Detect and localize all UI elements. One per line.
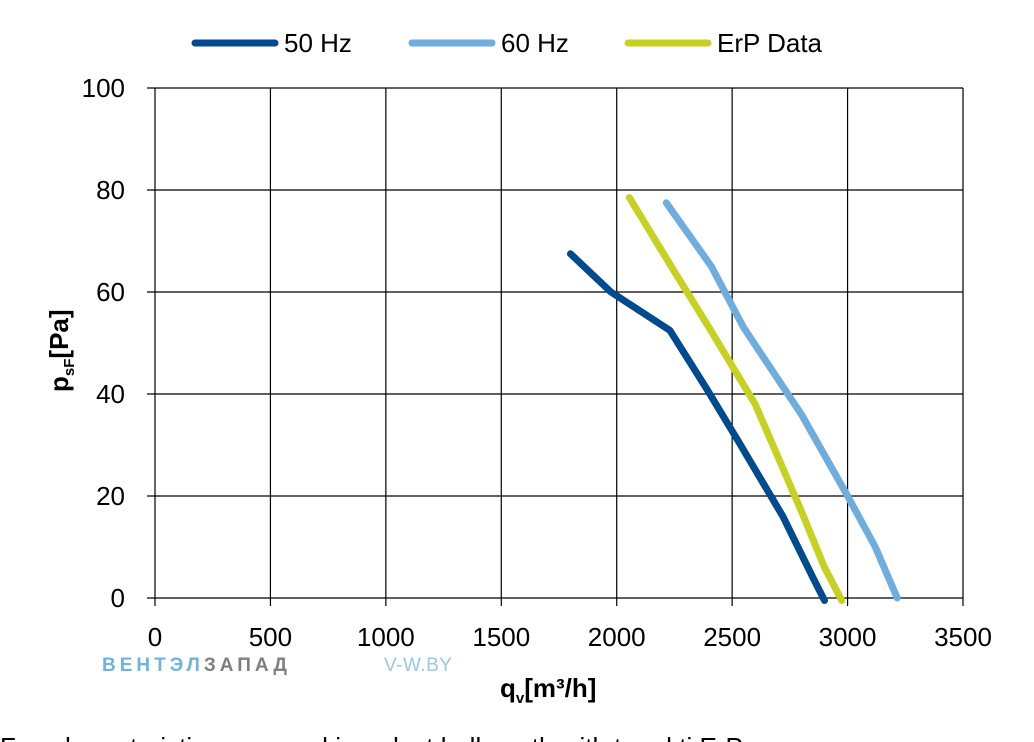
x-axis-title-unit: [m³/h]: [524, 673, 596, 703]
watermark-site: V-W.BY: [384, 655, 452, 676]
y-axis-title: psF[Pa]: [44, 309, 78, 392]
x-tick-label-1: 500: [249, 622, 292, 652]
legend-label-1: 60 Hz: [501, 28, 569, 58]
y-tick-labels: 0 20 40 60 80 100: [82, 73, 125, 613]
legend: 50 Hz 60 Hz ErP Data: [191, 28, 823, 58]
grid-lines: [147, 87, 964, 606]
x-tick-labels: 0 500 1000 1500 2000 2500 3000 3500: [148, 622, 992, 652]
y-axis-title-main: p: [44, 376, 74, 392]
x-tick-label-0: 0: [148, 622, 162, 652]
series-line-60-hz: [662, 199, 901, 602]
legend-label-2: ErP Data: [717, 28, 823, 58]
x-tick-label-4: 2000: [588, 622, 646, 652]
y-axis-title-sub: sF: [61, 359, 78, 377]
x-tick-label-3: 1500: [472, 622, 530, 652]
x-axis-title-main: q: [500, 673, 516, 703]
caption-text: Fan characteristic measured in a duct ba…: [0, 732, 743, 742]
y-tick-label-5: 100: [82, 73, 125, 103]
x-tick-label-7: 3500: [934, 622, 992, 652]
y-axis-title-unit: [Pa]: [44, 309, 74, 358]
x-tick-label-2: 1000: [357, 622, 415, 652]
x-tick-label-6: 3000: [819, 622, 877, 652]
legend-label-0: 50 Hz: [284, 28, 352, 58]
x-tick-label-5: 2500: [703, 622, 761, 652]
watermark-brand: ВЕНТЭЛЗАПАД: [102, 655, 291, 676]
y-tick-label-2: 40: [96, 379, 125, 409]
x-axis-title: qv[m³/h]: [500, 673, 596, 707]
watermark-brand-part2: ЗАПАД: [204, 655, 291, 676]
y-tick-label-0: 0: [111, 583, 125, 613]
watermark-brand-part1: ВЕНТЭЛ: [102, 655, 204, 676]
series-line-50-hz: [567, 250, 828, 604]
y-tick-label-1: 20: [96, 481, 125, 511]
series-line-erp-data: [625, 194, 846, 604]
x-axis-title-sub: v: [516, 690, 525, 707]
y-tick-label-3: 60: [96, 277, 125, 307]
y-tick-label-4: 80: [96, 175, 125, 205]
series-lines: [567, 194, 901, 604]
